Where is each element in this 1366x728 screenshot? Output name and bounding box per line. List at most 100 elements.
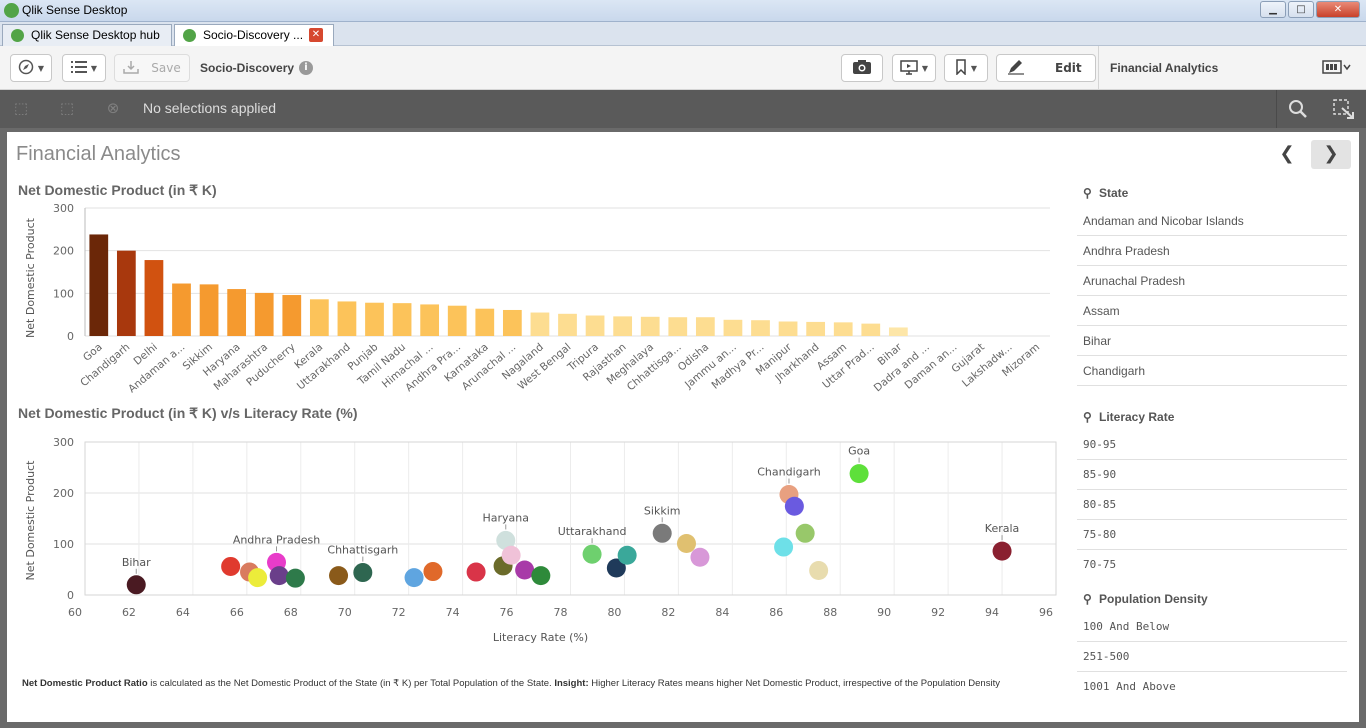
qlik-tab-icon — [11, 29, 24, 42]
maximize-button[interactable]: □ — [1288, 1, 1314, 18]
selections-tool-icon[interactable] — [1333, 99, 1355, 119]
scatter-point — [515, 560, 535, 580]
filter-state: ⚲ State Andaman and Nicobar Islands Andh… — [1077, 180, 1347, 386]
list-item[interactable]: 251-500 — [1077, 642, 1347, 672]
data-label: Haryana — [483, 511, 530, 524]
data-label: Sikkim — [644, 504, 681, 517]
scatter-point — [676, 533, 696, 553]
navigation-menu-button[interactable]: ▼ — [10, 54, 52, 82]
story-button[interactable]: ▼ — [892, 54, 936, 82]
list-item[interactable]: Andhra Pradesh — [1077, 236, 1347, 266]
no-selections-text: No selections applied — [143, 100, 277, 116]
x-tick-label: 78 — [554, 606, 568, 619]
qlik-app-icon — [4, 3, 19, 18]
save-button[interactable]: Save — [114, 54, 190, 82]
tab-close-icon[interactable]: ✕ — [309, 28, 323, 42]
sheets-icon — [1322, 59, 1352, 79]
bar — [282, 295, 302, 336]
tab-socio-label: Socio-Discovery ... — [203, 28, 304, 42]
app-name: Socio-Discovery — [200, 61, 295, 75]
list-item[interactable]: 70-75 — [1083, 558, 1117, 571]
x-tick-label: 74 — [446, 606, 460, 619]
bar — [695, 317, 715, 336]
filter-density-title[interactable]: ⚲ Population Density — [1077, 586, 1347, 612]
footnote-insight-label: Insight: — [554, 678, 589, 689]
y-tick-label: 0 — [67, 330, 74, 343]
info-icon[interactable]: i — [299, 61, 313, 75]
x-tick-label: 68 — [284, 606, 298, 619]
footnote: Net Domestic Product Ratio is calculated… — [22, 678, 1000, 689]
bookmarks-button[interactable]: ▼ — [944, 54, 988, 82]
clear-all-selections-icon[interactable]: ⊗ — [106, 99, 120, 117]
y-tick-label: 100 — [53, 287, 74, 300]
filter-panes: ⚲ State Andaman and Nicobar Islands Andh… — [1077, 180, 1347, 702]
save-icon — [123, 60, 140, 77]
search-icon: ⚲ — [1083, 186, 1092, 200]
bar — [888, 327, 908, 336]
bar — [613, 316, 633, 336]
bar — [337, 301, 357, 336]
scatter-chart[interactable]: 0 100 200 300 60 62 64 66 68 70 72 74 76 78 80 82 84 86 88… — [18, 430, 1070, 655]
scatter-point — [126, 575, 146, 595]
bar — [227, 289, 247, 336]
list-item[interactable]: Chandigarh — [1077, 356, 1347, 386]
step-forward-icon[interactable]: ⬚ — [59, 99, 75, 117]
global-menu-button[interactable]: ▼ — [62, 54, 106, 82]
scatter-point — [849, 464, 869, 484]
y-tick-label: 200 — [53, 245, 74, 258]
previous-sheet-button[interactable]: ❮ — [1279, 143, 1295, 164]
step-back-icon[interactable]: ⬚ — [13, 99, 29, 117]
scatter-point — [795, 523, 815, 543]
tab-hub[interactable]: Qlik Sense Desktop hub — [2, 24, 172, 46]
bar — [806, 321, 826, 336]
scatter-point — [496, 530, 516, 550]
y-axis-label: Net Domestic Product — [24, 460, 37, 581]
list-item[interactable]: 90-95 — [1077, 430, 1347, 460]
list-item[interactable]: 1001 And Above — [1083, 680, 1176, 693]
footnote-term: Net Domestic Product Ratio — [22, 678, 148, 689]
x-tick-label: 88 — [823, 606, 837, 619]
list-item[interactable]: Bihar — [1077, 326, 1347, 356]
minimize-button[interactable]: ▁ — [1260, 1, 1286, 18]
list-item[interactable]: Assam — [1077, 296, 1347, 326]
scatter-point — [582, 544, 602, 564]
list-item[interactable]: Andaman and Nicobar Islands — [1077, 206, 1347, 236]
list-item[interactable]: 75-80 — [1077, 520, 1347, 550]
data-label: Uttarakhand — [558, 525, 627, 538]
sheet-selector[interactable]: Financial Analytics — [1098, 46, 1358, 90]
filter-literacy-title[interactable]: ⚲ Literacy Rate — [1077, 404, 1347, 430]
bar — [392, 303, 412, 336]
bar — [89, 234, 109, 336]
next-sheet-button[interactable]: ❯ — [1311, 140, 1351, 169]
close-window-button[interactable]: ✕ — [1316, 1, 1360, 18]
scatter-point — [269, 566, 289, 586]
y-tick-label: 0 — [67, 589, 74, 602]
compass-icon — [18, 59, 34, 78]
bar — [502, 309, 522, 336]
scatter-point — [423, 562, 443, 582]
scatter-point — [784, 496, 804, 516]
bar — [199, 284, 219, 336]
list-item[interactable]: 100 And Below — [1077, 612, 1347, 642]
filter-state-title[interactable]: ⚲ State — [1077, 180, 1347, 206]
footnote-definition: is calculated as the Net Domestic Produc… — [147, 678, 555, 689]
bar — [585, 315, 605, 336]
tab-socio-discovery[interactable]: Socio-Discovery ... ✕ — [174, 24, 334, 46]
search-icon[interactable] — [1287, 99, 1309, 119]
sheet-selector-label: Financial Analytics — [1110, 61, 1219, 75]
sheet-canvas — [7, 132, 1359, 722]
bar — [640, 316, 660, 336]
filter-density-label: Population Density — [1099, 592, 1208, 606]
list-item[interactable]: Arunachal Pradesh — [1077, 266, 1347, 296]
list-item[interactable]: 85-90 — [1077, 460, 1347, 490]
scatter-point — [248, 568, 268, 588]
snapshot-button[interactable] — [841, 54, 883, 82]
chevron-down-icon: ▼ — [90, 63, 98, 73]
x-tick-label: 82 — [661, 606, 675, 619]
edit-button[interactable]: Edit — [996, 54, 1096, 82]
list-item[interactable]: 80-85 — [1077, 490, 1347, 520]
bar — [420, 304, 440, 336]
bar — [833, 322, 853, 336]
data-label: Bihar — [122, 556, 151, 569]
